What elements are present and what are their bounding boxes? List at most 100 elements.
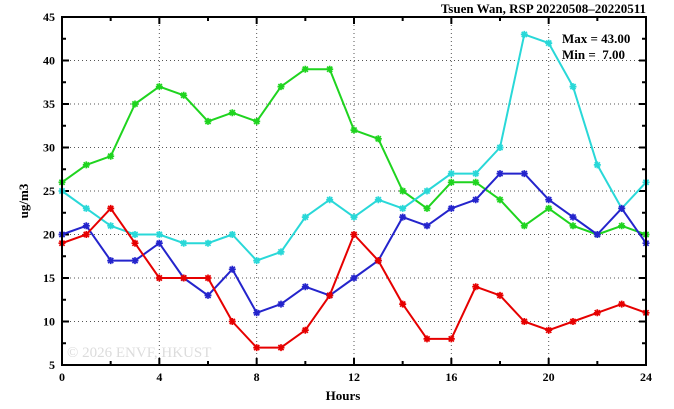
series-red-marker [593, 309, 601, 317]
series-green-marker [447, 178, 455, 186]
series-red-marker [496, 291, 504, 299]
series-blue [58, 170, 650, 317]
series-red-marker [545, 326, 553, 334]
series-blue-marker [277, 300, 285, 308]
series-green-marker [131, 100, 139, 108]
series-cyan-marker [472, 170, 480, 178]
series-blue-marker [423, 222, 431, 230]
series-red-marker [399, 300, 407, 308]
series-cyan-marker [447, 170, 455, 178]
y-tick-label: 10 [43, 315, 55, 329]
series-blue-marker [301, 283, 309, 291]
series-green-marker [472, 178, 480, 186]
series-cyan-marker [82, 204, 90, 212]
min-annotation: Min = 7.00 [562, 47, 625, 62]
series-blue-line [61, 172, 647, 314]
series-red-marker [253, 344, 261, 352]
series-green-marker [374, 135, 382, 143]
series-red-marker [350, 231, 358, 238]
series-red-marker [155, 274, 163, 282]
series-red-marker [131, 239, 139, 247]
x-tick-label: 12 [348, 370, 360, 384]
series-green-marker [520, 222, 528, 230]
series-green-marker [155, 83, 163, 91]
y-tick-label: 15 [43, 271, 55, 285]
watermark: © 2026 ENVF, HKUST [67, 345, 211, 361]
series-red-marker [107, 204, 115, 212]
series-blue-marker [155, 239, 163, 247]
series-green-marker [228, 109, 236, 117]
series-blue-marker [520, 170, 528, 178]
series-green-marker [180, 91, 188, 99]
y-tick-label: 45 [43, 10, 55, 24]
y-tick-label: 20 [43, 228, 55, 242]
series-cyan-marker [593, 161, 601, 169]
y-tick-label: 25 [43, 184, 55, 198]
series-blue-marker [228, 265, 236, 273]
series-green-marker [569, 222, 577, 230]
series-cyan-marker [374, 196, 382, 204]
series-green-marker [545, 204, 553, 212]
series-red-marker [374, 257, 382, 265]
series-cyan-marker [520, 30, 528, 38]
series-red-marker [228, 318, 236, 325]
series-red-marker [180, 274, 188, 282]
x-axis-label: Hours [326, 388, 361, 403]
series-cyan-marker [545, 39, 553, 47]
series-green-marker [204, 117, 212, 125]
series-red-marker [423, 335, 431, 343]
series-green-marker [423, 204, 431, 212]
series-red-marker [326, 291, 334, 299]
series-cyan-marker [277, 248, 285, 256]
series-cyan-marker [204, 239, 212, 247]
x-tick-label: 20 [543, 370, 555, 384]
series-cyan-marker [423, 187, 431, 195]
series-blue-marker [204, 291, 212, 299]
series-green-marker [326, 65, 334, 73]
series-blue-marker [472, 196, 480, 204]
series-cyan-marker [155, 231, 163, 238]
series-cyan-marker [569, 83, 577, 91]
series-green-marker [253, 117, 261, 125]
series-cyan-marker [253, 257, 261, 265]
series-cyan [58, 30, 650, 265]
y-axis-label: ug/m3 [16, 183, 31, 218]
chart-title: Tsuen Wan, RSP 20220508–20220511 [441, 1, 646, 16]
y-tick-label: 40 [43, 54, 55, 68]
series-cyan-marker [350, 213, 358, 221]
series-green-marker [350, 126, 358, 134]
series-cyan-marker [399, 204, 407, 212]
series-cyan-marker [131, 231, 139, 238]
plot-border [61, 16, 647, 366]
series-green-marker [82, 161, 90, 169]
series-red-marker [82, 231, 90, 238]
series-red-marker [447, 335, 455, 343]
y-tick-label: 35 [43, 97, 55, 111]
x-tick-label: 16 [445, 370, 457, 384]
series-red-marker [204, 274, 212, 282]
series-green-marker [277, 83, 285, 91]
series-blue-marker [618, 204, 626, 212]
series-blue-marker [447, 204, 455, 212]
series-blue-marker [350, 274, 358, 282]
series-blue-marker [569, 213, 577, 221]
series-red-marker [618, 300, 626, 308]
series-blue-marker [399, 213, 407, 221]
series-cyan-marker [301, 213, 309, 221]
series-blue-marker [496, 170, 504, 178]
series-red-marker [301, 326, 309, 334]
series-cyan-marker [180, 239, 188, 247]
series-blue-marker [593, 231, 601, 238]
x-tick-label: 24 [640, 370, 652, 384]
series-green-marker [107, 152, 115, 160]
series-green [58, 65, 650, 238]
series-red-marker [569, 318, 577, 325]
series-cyan-marker [326, 196, 334, 204]
x-tick-label: 8 [254, 370, 260, 384]
series-blue-marker [545, 196, 553, 204]
x-tick-label: 4 [156, 370, 162, 384]
plot-area: 5 10 15 20 25 30 35 40 45 0 4 8 12 16 20 24 [43, 10, 652, 384]
series-green-marker [496, 196, 504, 204]
